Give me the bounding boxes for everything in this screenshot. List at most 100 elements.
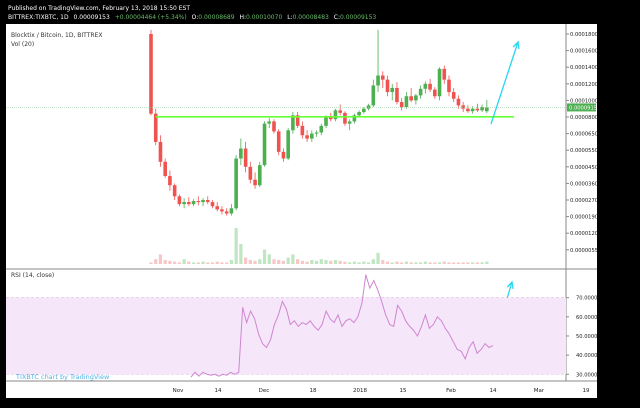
volume-bar	[239, 244, 243, 264]
volume-bar	[277, 260, 281, 264]
volume-bar	[281, 260, 286, 264]
volume-bar	[229, 260, 234, 264]
candle-body	[272, 121, 276, 132]
volume-bar	[428, 262, 432, 264]
volume-bar	[480, 262, 484, 264]
time-tick-label: Nov	[173, 388, 184, 394]
volume-bar	[267, 254, 271, 264]
volume-bar	[215, 261, 219, 264]
volume-bar	[390, 262, 394, 264]
tradingview-watermark: TIXBTC chart by TradingView	[15, 373, 110, 381]
candle-body	[196, 201, 201, 203]
volume-bar	[168, 260, 172, 264]
candle-body	[433, 89, 437, 97]
candle-body	[428, 83, 432, 90]
volume-bar	[234, 228, 238, 264]
candle-body	[324, 117, 328, 126]
volume-bar	[220, 262, 224, 264]
time-tick-label: 15	[400, 388, 407, 394]
candle-body	[234, 158, 238, 209]
candle-body	[343, 112, 347, 124]
candle-body	[390, 87, 395, 93]
candle-body	[281, 151, 286, 159]
candle-body	[276, 131, 281, 152]
price-tick-label: 0.00000550	[570, 248, 597, 254]
candle-body	[239, 148, 243, 159]
candle-body	[437, 68, 442, 97]
volume-bar	[381, 260, 385, 264]
volume-bar	[475, 262, 479, 264]
candle-body	[362, 108, 366, 113]
volume-bar	[291, 254, 295, 264]
candle-body	[215, 206, 220, 210]
candle-body	[475, 108, 480, 111]
candle-body	[291, 115, 295, 131]
candle-body	[423, 83, 428, 89]
candle-body	[224, 211, 229, 214]
candle-body	[466, 108, 470, 112]
candle-body	[404, 96, 409, 108]
candle-body	[182, 202, 186, 205]
candle-body	[220, 209, 224, 212]
symbol-label: BITTREX:TIXBTC, 1D	[8, 14, 69, 21]
candle-body	[253, 179, 257, 186]
candle-body	[149, 34, 153, 114]
candle-body	[153, 113, 158, 142]
candle-body	[352, 115, 357, 122]
symbol-info-line: BITTREX:TIXBTC, 1D 0.00009153 +0.0000446…	[8, 14, 379, 21]
candle-body	[314, 132, 319, 134]
candle-body	[267, 121, 272, 124]
candle-body	[201, 200, 205, 203]
rsi-tick-label: 60.0000	[576, 315, 597, 321]
volume-bar	[201, 261, 205, 264]
projection-arrow	[490, 41, 519, 125]
volume-bar	[362, 261, 366, 264]
candle-body	[470, 108, 475, 112]
candle-body	[243, 148, 248, 167]
candle-body	[248, 166, 253, 180]
volume-bar	[225, 262, 229, 264]
volume-bar	[423, 261, 427, 264]
volume-bar	[348, 262, 352, 264]
volume-bar	[437, 262, 442, 264]
candle-body	[451, 92, 456, 99]
volume-bar	[414, 262, 418, 264]
projection-arrow-head	[512, 40, 520, 50]
candle-body	[295, 115, 300, 126]
candle-body	[168, 176, 172, 186]
candle-body	[357, 112, 361, 116]
candle-body	[409, 96, 413, 101]
volume-bar	[324, 260, 328, 264]
candle-body	[257, 165, 262, 186]
change-value: +0.00004464 (+5.34%)	[114, 14, 187, 21]
o-label: O:	[191, 14, 199, 21]
volume-bar	[447, 262, 451, 264]
volume-bar	[262, 249, 267, 264]
l-value: 0.00008483	[292, 14, 329, 21]
candle-body	[210, 202, 215, 207]
volume-bar	[286, 257, 290, 264]
rsi-tick-label: 50.0000	[576, 334, 597, 340]
volume-bar	[253, 260, 257, 264]
candle-body	[385, 79, 390, 93]
candle-body	[418, 88, 423, 96]
rsi-pane-title: RSI (14, close)	[11, 272, 54, 279]
volume-bar	[182, 259, 186, 264]
time-tick-label: 2018	[353, 388, 367, 394]
volume-bar	[149, 262, 153, 264]
candle-body	[187, 202, 191, 205]
candle-body	[366, 105, 371, 109]
candle-body	[328, 117, 333, 120]
volume-bar	[319, 259, 323, 264]
candle-body	[442, 68, 447, 80]
candle-body	[333, 110, 338, 120]
